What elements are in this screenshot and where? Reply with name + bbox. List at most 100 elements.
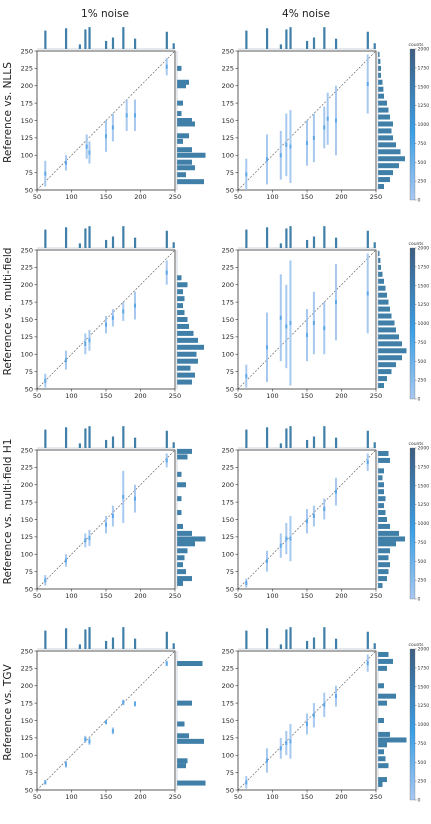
y-marginal-bar [378, 355, 402, 361]
x-marginal-bar [88, 27, 91, 49]
x-marginal-bar [323, 226, 326, 248]
panel-grid: 50 100 150 200 25050751001251501752002252505… [21, 27, 407, 801]
colorbar-bar [409, 48, 416, 201]
y-marginal-bar [177, 121, 195, 127]
x-tick-label: 100 [266, 392, 278, 400]
x-marginal-bar [285, 629, 288, 649]
heatmap-dense-cell [306, 721, 308, 726]
x-marginal-bar [279, 644, 282, 649]
y-tick-label: 100 [21, 551, 33, 559]
y-tick-label: 75 [25, 769, 33, 777]
y-marginal-bar [378, 313, 392, 319]
x-tick-label: 100 [65, 793, 77, 801]
y-marginal-bar [378, 569, 389, 575]
heatmap-dense-cell [312, 320, 315, 325]
y-tick-label: 200 [21, 281, 33, 289]
colorbar-title: counts [408, 42, 424, 48]
y-marginal-bar [378, 348, 407, 354]
y-marginal-bar [177, 661, 203, 667]
y-tick-label: 50 [25, 585, 33, 593]
identity-line [237, 249, 377, 390]
y-marginal-bar [378, 496, 386, 502]
y-marginal-bar [177, 454, 188, 460]
y-marginal-bar [177, 580, 183, 586]
x-marginal-bar [165, 31, 168, 49]
y-tick-label: 100 [222, 152, 234, 160]
heatmap-dense-cell [323, 326, 326, 331]
heatmap-dense-cell [111, 728, 114, 733]
x-marginal-bar [88, 627, 91, 649]
y-marginal-bar [378, 665, 387, 671]
heatmap-dense-cell [44, 578, 47, 583]
x-marginal-bar [111, 236, 115, 248]
colorbar-tick-label: 1500 [418, 84, 430, 90]
x-tick-label: 50 [33, 793, 41, 801]
y-tick-label: 175 [222, 99, 234, 107]
x-tick-label: 150 [301, 392, 313, 400]
heatmap-dense-cell [105, 522, 107, 527]
x-tick-label: 100 [266, 592, 278, 600]
x-marginal-bar [306, 640, 309, 649]
y-marginal-bar [378, 250, 380, 256]
heatmap-dense-cell [279, 315, 282, 320]
colorbar-tick-label: 1250 [418, 502, 430, 508]
x-marginal-bar [265, 628, 269, 649]
x-tick-label: 50 [33, 193, 41, 201]
colorbar-3: counts 0 250 500 750 1000 1250 1500 1750 2000 [408, 441, 429, 603]
y-marginal-bar [177, 330, 194, 336]
colorbar-tick-label: 1750 [418, 264, 430, 270]
panel-4-1: 50 100 150 200 250 50 75 100 125 150 175 200 225 250 [21, 627, 206, 801]
y-marginal-bar [378, 530, 399, 536]
x-marginal-bar [289, 226, 292, 248]
x-tick-label: 150 [100, 592, 112, 600]
x-marginal-bar [172, 43, 175, 49]
heatmap-dense-cell [84, 538, 87, 543]
y-marginal-bar [378, 72, 381, 78]
y-marginal-bar [378, 693, 396, 699]
x-marginal-bar [323, 27, 326, 49]
y-tick-label: 75 [25, 169, 33, 177]
y-marginal-bar [378, 548, 390, 554]
x-tick-label: 50 [234, 592, 242, 600]
x-marginal-bar [323, 426, 326, 448]
y-marginal-bar [177, 562, 183, 568]
heatmap-dense-cell [306, 519, 308, 524]
heatmap-dense-cell [88, 150, 91, 155]
x-marginal-bar [334, 38, 338, 49]
x-tick-label: 200 [335, 793, 347, 801]
colorbar-tick-label: 0 [418, 597, 421, 603]
y-marginal-bar [378, 450, 389, 456]
x-marginal-bar [245, 229, 248, 248]
y-tick-label: 150 [21, 316, 33, 324]
colorbar-title: counts [408, 441, 424, 447]
x-marginal-bar [84, 228, 87, 248]
y-tick-label: 50 [226, 585, 234, 593]
y-tick-label: 200 [222, 281, 234, 289]
y-marginal-bar [177, 147, 192, 153]
heatmap-dense-cell [111, 315, 114, 320]
y-tick-label: 175 [21, 498, 33, 506]
y-marginal-bar [378, 285, 386, 291]
y-marginal-bar [177, 536, 206, 542]
x-marginal-bar [78, 44, 81, 49]
y-tick-label: 75 [226, 169, 234, 177]
y-tick-label: 100 [21, 351, 33, 359]
y-marginal-bar [378, 271, 383, 277]
heatmap-dense-cell [88, 535, 91, 540]
y-tick-label: 100 [21, 152, 33, 160]
y-tick-label: 75 [25, 368, 33, 376]
y-marginal-bar [378, 170, 393, 176]
x-tick-label: 200 [134, 193, 146, 201]
y-marginal-bar [177, 733, 189, 739]
y-marginal-bar [177, 118, 192, 123]
x-marginal-bar [88, 226, 91, 248]
x-marginal-bar [133, 638, 137, 649]
row-label-2: Reference vs. multi-field [2, 248, 14, 376]
y-marginal-bar [378, 510, 386, 516]
x-tick-label: 200 [134, 392, 146, 400]
y-marginal-bar [378, 651, 389, 657]
y-tick-label: 175 [222, 498, 234, 506]
y-marginal-bar [378, 65, 381, 71]
y-marginal-bar [378, 658, 393, 664]
x-marginal-bar [289, 27, 292, 49]
